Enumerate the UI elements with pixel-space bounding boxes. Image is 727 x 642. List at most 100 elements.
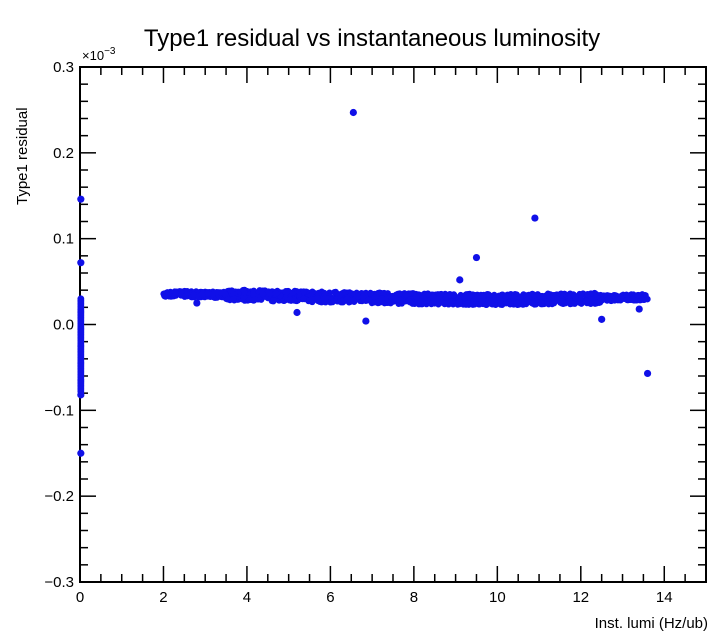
y-tick-label: −0.1 bbox=[44, 402, 74, 419]
band-point bbox=[190, 291, 197, 299]
band-point bbox=[300, 288, 307, 295]
y-axis-multiplier: ×10−3 bbox=[82, 46, 116, 63]
outlier-point bbox=[635, 305, 643, 313]
outlier-point bbox=[643, 369, 652, 378]
band-point bbox=[267, 290, 274, 297]
outlier-point bbox=[472, 253, 481, 262]
band-point bbox=[224, 296, 232, 303]
band-point bbox=[392, 295, 399, 302]
outlier-point bbox=[193, 299, 201, 307]
x-axis: 0 2 4 6 8 10 12 14 bbox=[76, 67, 707, 606]
y-axis-multiplier-base: ×10 bbox=[82, 48, 104, 63]
band-point bbox=[213, 288, 220, 296]
band-point bbox=[250, 291, 257, 298]
band-point bbox=[246, 296, 254, 304]
plot-frame bbox=[79, 66, 707, 583]
band-point bbox=[513, 299, 520, 307]
y-tick-label: 0.3 bbox=[53, 59, 74, 76]
x-tick-label: 8 bbox=[410, 589, 418, 606]
band-point bbox=[402, 291, 410, 298]
band-point bbox=[450, 291, 457, 299]
y-tick-label: 0.1 bbox=[53, 231, 74, 248]
band-point bbox=[413, 293, 420, 301]
band-point bbox=[592, 290, 600, 298]
band-point bbox=[286, 296, 294, 303]
band-point bbox=[396, 290, 403, 297]
band-point bbox=[583, 297, 590, 305]
x-axis-label: Inst. lumi (Hz/ub) bbox=[595, 615, 708, 632]
chart-title: Type1 residual vs instantaneous luminosi… bbox=[144, 25, 600, 52]
band-point bbox=[497, 296, 504, 304]
band-point bbox=[354, 293, 361, 300]
band-point bbox=[624, 296, 631, 304]
band-point bbox=[380, 289, 388, 297]
y-tick-label: −0.2 bbox=[44, 488, 74, 505]
band-point bbox=[344, 295, 351, 303]
y-tick-label: 0.2 bbox=[53, 145, 74, 162]
y-tick-label: 0.0 bbox=[53, 317, 74, 334]
band-point bbox=[605, 295, 612, 303]
band-point bbox=[183, 291, 190, 299]
x-tick-label: 4 bbox=[243, 589, 251, 606]
band-point bbox=[471, 301, 478, 308]
band-point bbox=[558, 297, 566, 305]
outlier-point bbox=[349, 108, 357, 117]
band-point bbox=[566, 298, 573, 305]
band-point bbox=[524, 297, 531, 305]
x-tick-label: 12 bbox=[572, 589, 589, 606]
outlier-point bbox=[456, 276, 464, 284]
band-point bbox=[456, 298, 463, 305]
band-point bbox=[486, 300, 494, 307]
band-point bbox=[464, 300, 471, 307]
band-point bbox=[370, 298, 378, 306]
band-point bbox=[538, 299, 545, 307]
plot-border bbox=[79, 66, 707, 583]
band-point bbox=[359, 294, 366, 301]
band-point bbox=[644, 295, 651, 303]
x-tick-label: 0 bbox=[76, 589, 84, 606]
band-point bbox=[438, 290, 445, 298]
band-point bbox=[584, 290, 591, 298]
band-point bbox=[378, 295, 386, 302]
zero-column-point bbox=[77, 295, 85, 303]
band-point bbox=[322, 294, 329, 302]
band-point bbox=[228, 287, 235, 294]
x-tick-label: 10 bbox=[489, 589, 506, 606]
band-point bbox=[419, 294, 427, 302]
band-point bbox=[491, 296, 498, 303]
band-point bbox=[611, 297, 618, 304]
band-point bbox=[553, 295, 561, 303]
band-point bbox=[529, 300, 536, 307]
y-tick-label: −0.3 bbox=[44, 574, 74, 591]
band-point bbox=[218, 289, 225, 296]
y-axis-multiplier-exponent: −3 bbox=[104, 46, 116, 57]
band-point bbox=[485, 291, 492, 298]
band-point bbox=[447, 299, 454, 306]
band-point bbox=[308, 296, 315, 303]
outlier-point bbox=[531, 214, 539, 222]
band-point bbox=[367, 289, 374, 297]
band-point bbox=[502, 293, 509, 300]
band-point bbox=[506, 301, 514, 308]
band-point bbox=[629, 296, 636, 303]
band-point bbox=[438, 299, 445, 306]
x-tick-label: 2 bbox=[159, 589, 167, 606]
x-tick-label: 14 bbox=[656, 589, 673, 606]
band-point bbox=[491, 291, 498, 299]
band-point bbox=[282, 288, 290, 296]
band-point bbox=[163, 290, 171, 298]
outlier-point bbox=[598, 315, 606, 323]
band-point bbox=[596, 298, 603, 305]
y-axis: −0.3 −0.2 −0.1 0.0 0.1 0.2 0.3 bbox=[44, 59, 706, 591]
data-points bbox=[77, 108, 652, 457]
band-point bbox=[270, 297, 277, 304]
band-point bbox=[572, 294, 579, 301]
band-point bbox=[387, 299, 395, 306]
band-point bbox=[178, 292, 185, 299]
band-point bbox=[241, 289, 248, 296]
band-point bbox=[309, 288, 316, 295]
band-point bbox=[172, 289, 179, 297]
band-point bbox=[461, 294, 469, 301]
band-point bbox=[479, 293, 486, 300]
outlier-point bbox=[77, 195, 85, 203]
